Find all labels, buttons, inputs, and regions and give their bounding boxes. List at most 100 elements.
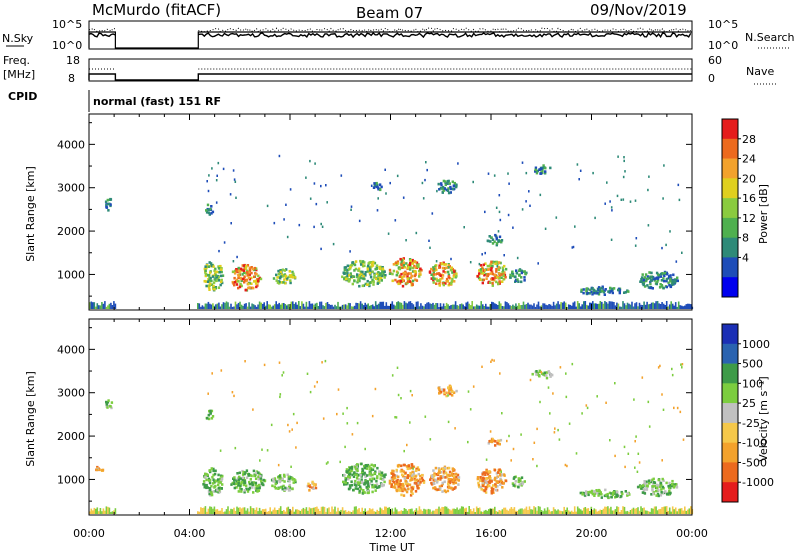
echo-cell — [599, 290, 602, 294]
echo-cell — [605, 401, 607, 404]
echo-cell — [256, 484, 259, 488]
echo-cell — [409, 421, 411, 424]
echo-cell — [655, 489, 658, 493]
echo-cell — [221, 274, 225, 277]
scatter-cell — [371, 304, 374, 309]
scatter-cell — [537, 301, 540, 309]
echo-cell — [250, 276, 253, 280]
echo-cell — [646, 484, 649, 487]
echo-cell — [626, 492, 630, 495]
echo-cell — [647, 479, 651, 483]
scatter-cell — [233, 306, 235, 309]
echo-cell — [583, 494, 587, 497]
scatter-cell — [456, 507, 458, 514]
echo-cell — [210, 417, 214, 420]
scatter-cell — [264, 508, 267, 514]
echo-cell — [496, 481, 499, 484]
echo-cell — [447, 391, 450, 395]
echo-cell — [208, 409, 211, 413]
echo-cell — [214, 484, 217, 488]
scatter-cell — [402, 511, 404, 514]
colorbar-swatch — [722, 462, 738, 483]
echo-cell — [455, 478, 459, 481]
echo-cell — [375, 267, 379, 271]
echo-cell — [495, 243, 498, 247]
scatter-cell — [216, 303, 219, 309]
echo-cell — [238, 487, 242, 490]
scatter-cell — [216, 509, 219, 514]
echo-cell — [370, 261, 373, 264]
echo-cell — [437, 279, 441, 282]
echo-cell — [235, 479, 238, 483]
echo-cell — [521, 481, 524, 484]
echo-cell — [221, 483, 224, 486]
echo-cell — [657, 366, 660, 369]
echo-cell — [600, 286, 603, 290]
echo-cell — [400, 464, 403, 468]
scatter-cell — [486, 306, 489, 309]
echo-cell — [434, 264, 437, 268]
echo-cell — [368, 482, 371, 486]
scatter-cell — [614, 305, 617, 309]
echo-cell — [215, 279, 218, 282]
colorbar-tick-label: -25 — [742, 417, 760, 430]
scatter-cell — [471, 511, 473, 514]
scatter-cell — [674, 302, 677, 309]
echo-cell — [243, 267, 246, 270]
scatter-cell — [483, 510, 486, 514]
echo-cell — [374, 267, 377, 271]
echo-cell — [296, 421, 298, 425]
freq-tick-bottom: 8 — [68, 72, 75, 85]
echo-cell — [242, 483, 246, 487]
echo-cell — [401, 474, 405, 478]
echo-cell — [669, 230, 671, 233]
echo-cell — [245, 279, 248, 283]
echo-cell — [541, 372, 544, 375]
echo-cell — [627, 290, 630, 293]
scatter-cell — [551, 511, 553, 514]
echo-cell — [238, 471, 241, 475]
echo-cell — [432, 267, 436, 271]
echo-cell — [540, 167, 543, 171]
scatter-cell — [690, 506, 692, 514]
echo-cell — [513, 275, 517, 279]
echo-cell — [484, 251, 486, 255]
echo-cell — [400, 259, 404, 262]
echo-cell — [238, 285, 242, 289]
scatter-cell — [304, 306, 306, 309]
echo-cell — [217, 275, 220, 279]
scatter-cell — [388, 305, 391, 309]
echo-cell — [432, 478, 435, 482]
echo-cell — [478, 262, 481, 266]
echo-cell — [656, 492, 660, 496]
echo-cell — [279, 270, 282, 274]
echo-cell — [581, 493, 584, 496]
scatter-cell — [558, 304, 561, 309]
scatter-cell — [605, 302, 608, 309]
echo-cell — [401, 483, 404, 486]
echo-cell — [647, 188, 649, 192]
echo-cell — [211, 167, 213, 170]
echo-cell — [252, 286, 255, 290]
echo-cell — [498, 281, 501, 284]
scatter-cell — [525, 304, 528, 309]
echo-cell — [286, 277, 289, 280]
scatter-cell — [343, 304, 345, 309]
echo-patch — [429, 465, 461, 494]
echo-cell — [411, 470, 414, 474]
echo-cell — [203, 485, 206, 489]
echo-cell — [367, 489, 370, 493]
echo-cell — [651, 478, 654, 482]
echo-cell — [479, 486, 482, 489]
echo-cell — [667, 493, 671, 496]
echo-cell — [544, 166, 547, 170]
echo-cell — [476, 476, 480, 479]
echo-cell — [496, 485, 499, 488]
echo-patch — [342, 462, 387, 495]
echo-cell — [534, 170, 537, 173]
cpid-label: CPID — [8, 90, 37, 103]
echo-cell — [501, 412, 503, 415]
echo-cell — [347, 268, 351, 271]
echo-cell — [220, 274, 223, 278]
